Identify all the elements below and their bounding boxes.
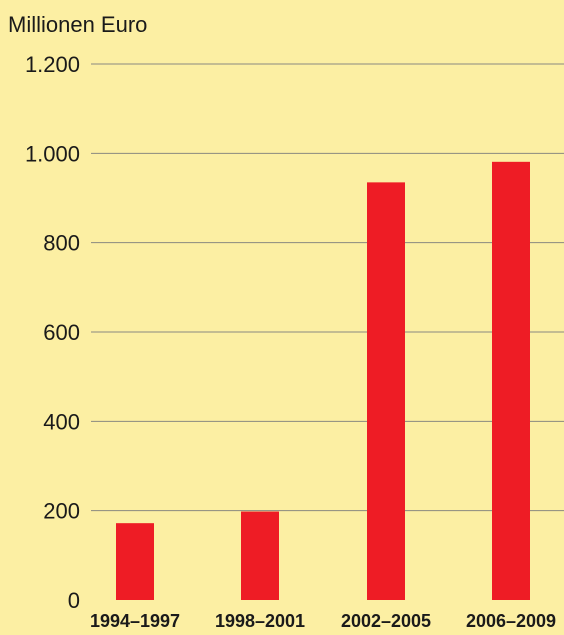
x-tick-label: 1998–2001 xyxy=(215,611,305,631)
y-tick-label: 1.000 xyxy=(25,141,80,166)
y-tick-label: 200 xyxy=(43,499,80,524)
bar xyxy=(241,511,279,600)
bar xyxy=(492,161,530,600)
y-tick-label: 0 xyxy=(68,588,80,613)
x-tick-labels: 1994–1997 1998–2001 2002–2005 2006–2009 xyxy=(90,611,556,631)
y-tick-label: 400 xyxy=(43,409,80,434)
y-tick-label: 600 xyxy=(43,320,80,345)
bar xyxy=(367,182,405,600)
y-axis-label: Millionen Euro xyxy=(8,12,147,37)
y-tick-labels: 0 200 400 600 800 1.000 1.200 xyxy=(25,52,80,613)
x-tick-label: 2002–2005 xyxy=(341,611,431,631)
gridlines xyxy=(91,63,564,512)
x-tick-label: 2006–2009 xyxy=(466,611,556,631)
y-tick-label: 800 xyxy=(43,231,80,256)
bars xyxy=(116,161,530,600)
x-tick-label: 1994–1997 xyxy=(90,611,180,631)
bar xyxy=(116,523,154,600)
y-tick-label: 1.200 xyxy=(25,52,80,77)
